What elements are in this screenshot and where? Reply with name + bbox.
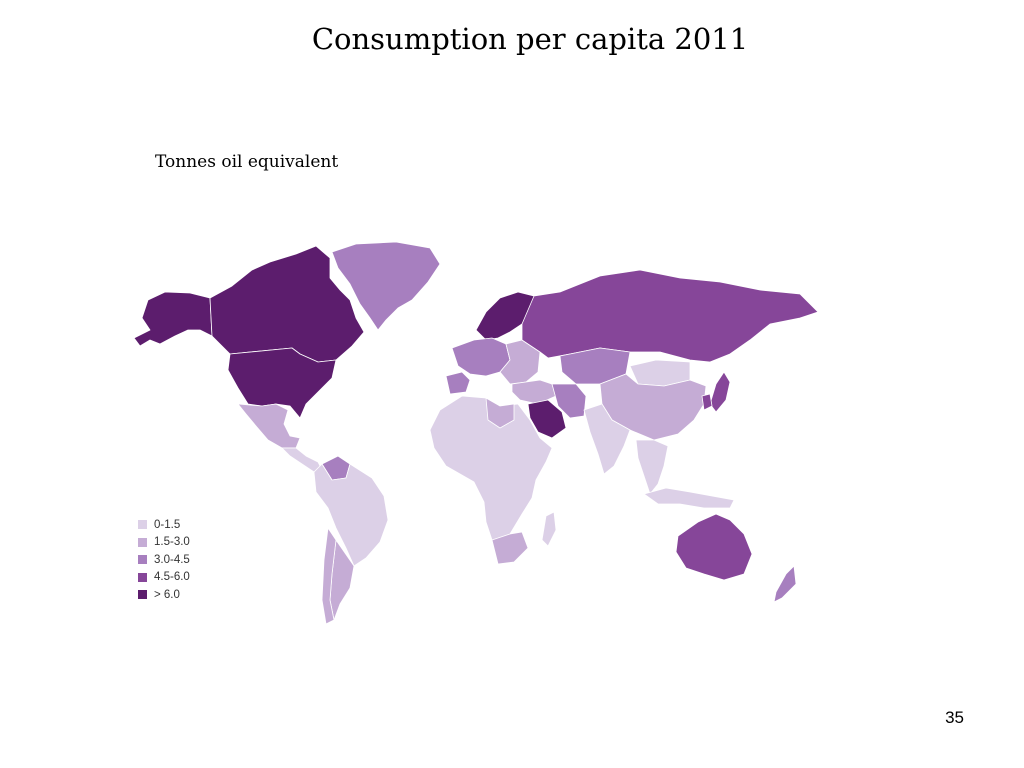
legend-item: 4.5-6.0	[138, 569, 190, 587]
legend-item: 0-1.5	[138, 516, 190, 534]
region-south-asia	[583, 403, 631, 475]
legend-swatch	[138, 590, 147, 600]
legend-label: 0-1.5	[154, 518, 181, 531]
legend-swatch	[138, 537, 147, 547]
region-south-america	[313, 463, 389, 567]
page-number: 35	[945, 708, 964, 727]
region-saudi-arabia	[527, 399, 567, 439]
legend-label: 1.5-3.0	[154, 536, 190, 549]
unit-label: Tonnes oil equivalent	[155, 152, 339, 172]
slide-title: Consumption per capita 2011	[311, 22, 749, 56]
region-iberia	[445, 371, 471, 395]
legend-label: 4.5-6.0	[154, 571, 190, 584]
legend-label: 3.0-4.5	[154, 553, 190, 566]
region-russia	[521, 269, 819, 363]
region-alaska	[133, 291, 213, 347]
region-usa	[227, 347, 337, 419]
legend-item: 3.0-4.5	[138, 551, 190, 569]
region-mexico	[237, 403, 301, 449]
region-iran	[551, 383, 587, 419]
region-south-korea	[701, 393, 713, 411]
map-legend: 0-1.5 1.5-3.0 3.0-4.5 4.5-6.0 > 6.0	[138, 516, 190, 604]
region-new-zealand	[773, 565, 797, 603]
region-madagascar	[541, 511, 557, 547]
legend-item: 1.5-3.0	[138, 534, 190, 552]
region-japan	[709, 371, 731, 413]
region-greenland	[331, 241, 441, 331]
legend-swatch	[138, 520, 147, 530]
region-southeast-asia	[635, 439, 669, 495]
legend-swatch	[138, 555, 147, 565]
region-middle-east	[511, 379, 557, 405]
legend-label: > 6.0	[154, 588, 180, 601]
region-central-america	[281, 447, 323, 473]
region-indonesia	[643, 487, 735, 509]
region-australia	[675, 513, 753, 581]
legend-swatch	[138, 572, 147, 582]
region-south-africa	[491, 531, 529, 565]
region-libya	[485, 397, 515, 429]
region-chile	[321, 527, 337, 625]
legend-item: > 6.0	[138, 586, 190, 604]
